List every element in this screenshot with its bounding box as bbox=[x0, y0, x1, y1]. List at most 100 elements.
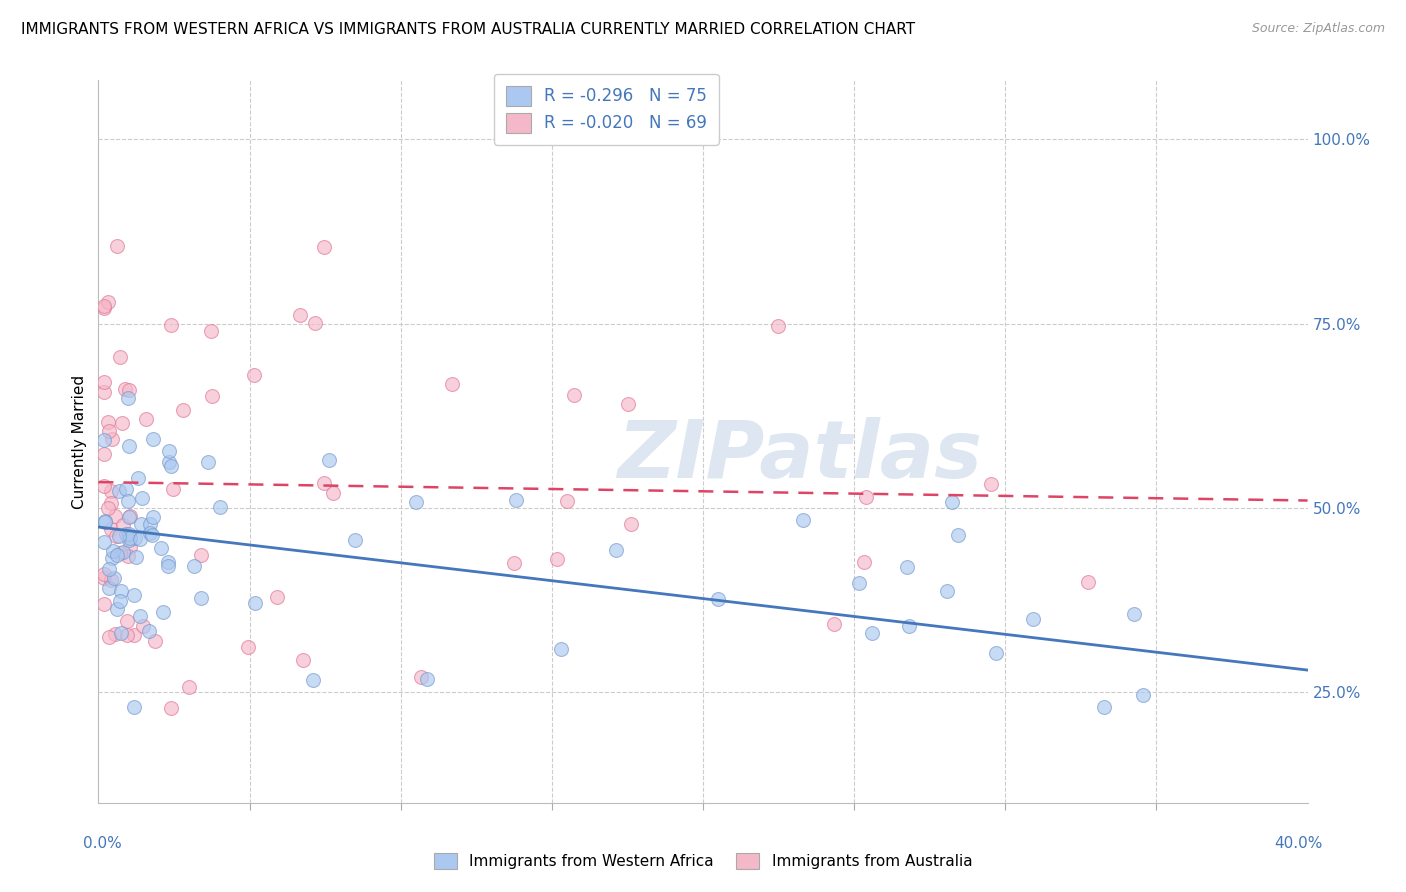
Text: 40.0%: 40.0% bbox=[1274, 836, 1323, 851]
Point bbox=[620, 517, 643, 532]
Point bbox=[160, 318, 183, 333]
Point bbox=[616, 397, 638, 411]
Point bbox=[405, 495, 427, 509]
Point bbox=[200, 324, 222, 338]
Point bbox=[152, 605, 174, 619]
Point bbox=[145, 634, 167, 648]
Point bbox=[550, 642, 572, 657]
Point bbox=[108, 594, 131, 608]
Point bbox=[111, 518, 134, 533]
Point bbox=[898, 618, 921, 632]
Point bbox=[114, 382, 136, 396]
Point bbox=[105, 601, 128, 615]
Point bbox=[118, 526, 141, 541]
Point bbox=[93, 433, 115, 447]
Point bbox=[93, 299, 115, 313]
Point bbox=[157, 554, 180, 568]
Point bbox=[110, 584, 132, 599]
Point bbox=[162, 482, 184, 496]
Point bbox=[159, 444, 181, 458]
Point bbox=[304, 316, 326, 330]
Point bbox=[93, 446, 115, 460]
Point bbox=[105, 239, 128, 253]
Point bbox=[108, 484, 131, 499]
Point bbox=[127, 471, 149, 485]
Point bbox=[108, 546, 131, 560]
Point bbox=[546, 552, 568, 566]
Point bbox=[101, 550, 124, 565]
Point bbox=[197, 455, 219, 469]
Point bbox=[156, 558, 179, 573]
Point bbox=[115, 614, 138, 628]
Point bbox=[201, 389, 224, 403]
Point bbox=[416, 672, 439, 686]
Point bbox=[97, 294, 120, 309]
Point bbox=[160, 458, 183, 473]
Point bbox=[792, 513, 814, 527]
Point bbox=[848, 575, 870, 590]
Point bbox=[105, 529, 128, 543]
Point bbox=[411, 670, 433, 684]
Point bbox=[292, 653, 315, 667]
Point bbox=[980, 476, 1002, 491]
Point bbox=[139, 525, 162, 540]
Point bbox=[100, 522, 122, 536]
Point bbox=[318, 453, 340, 467]
Point bbox=[936, 583, 959, 598]
Point bbox=[142, 432, 165, 446]
Point bbox=[125, 549, 148, 564]
Point bbox=[107, 529, 129, 543]
Legend: R = -0.296   N = 75, R = -0.020   N = 69: R = -0.296 N = 75, R = -0.020 N = 69 bbox=[494, 74, 718, 145]
Point bbox=[103, 571, 125, 585]
Point bbox=[441, 376, 464, 391]
Point bbox=[245, 596, 267, 610]
Point bbox=[160, 700, 183, 714]
Point bbox=[115, 526, 138, 541]
Point bbox=[93, 597, 115, 611]
Point bbox=[97, 500, 120, 515]
Point bbox=[150, 541, 173, 555]
Point bbox=[118, 510, 141, 524]
Point bbox=[131, 491, 153, 505]
Point bbox=[104, 627, 127, 641]
Point bbox=[707, 592, 730, 607]
Point bbox=[129, 517, 152, 532]
Point bbox=[98, 630, 121, 644]
Point bbox=[111, 545, 134, 559]
Point bbox=[132, 618, 155, 632]
Text: IMMIGRANTS FROM WESTERN AFRICA VS IMMIGRANTS FROM AUSTRALIA CURRENTLY MARRIED CO: IMMIGRANTS FROM WESTERN AFRICA VS IMMIGR… bbox=[21, 22, 915, 37]
Point bbox=[122, 588, 145, 602]
Point bbox=[100, 483, 122, 498]
Point bbox=[855, 490, 877, 504]
Point bbox=[896, 560, 918, 574]
Point bbox=[142, 509, 165, 524]
Point bbox=[209, 500, 232, 515]
Point bbox=[104, 509, 127, 524]
Point bbox=[190, 591, 212, 605]
Point bbox=[94, 516, 117, 530]
Point bbox=[114, 482, 136, 496]
Point bbox=[1092, 700, 1115, 714]
Point bbox=[118, 508, 141, 523]
Point bbox=[502, 556, 524, 570]
Point bbox=[111, 416, 134, 430]
Point bbox=[555, 494, 578, 508]
Point bbox=[110, 626, 132, 640]
Point bbox=[117, 383, 139, 397]
Point bbox=[117, 494, 139, 508]
Point bbox=[118, 439, 141, 453]
Point bbox=[93, 566, 115, 581]
Point bbox=[766, 319, 789, 334]
Point bbox=[128, 609, 150, 624]
Point bbox=[108, 350, 131, 364]
Text: ZIPatlas: ZIPatlas bbox=[617, 417, 983, 495]
Point bbox=[93, 534, 115, 549]
Point bbox=[124, 531, 146, 545]
Point bbox=[115, 628, 138, 642]
Point bbox=[183, 559, 205, 574]
Point bbox=[986, 646, 1008, 660]
Point bbox=[138, 624, 160, 638]
Point bbox=[100, 573, 122, 587]
Point bbox=[172, 403, 194, 417]
Point bbox=[98, 425, 121, 439]
